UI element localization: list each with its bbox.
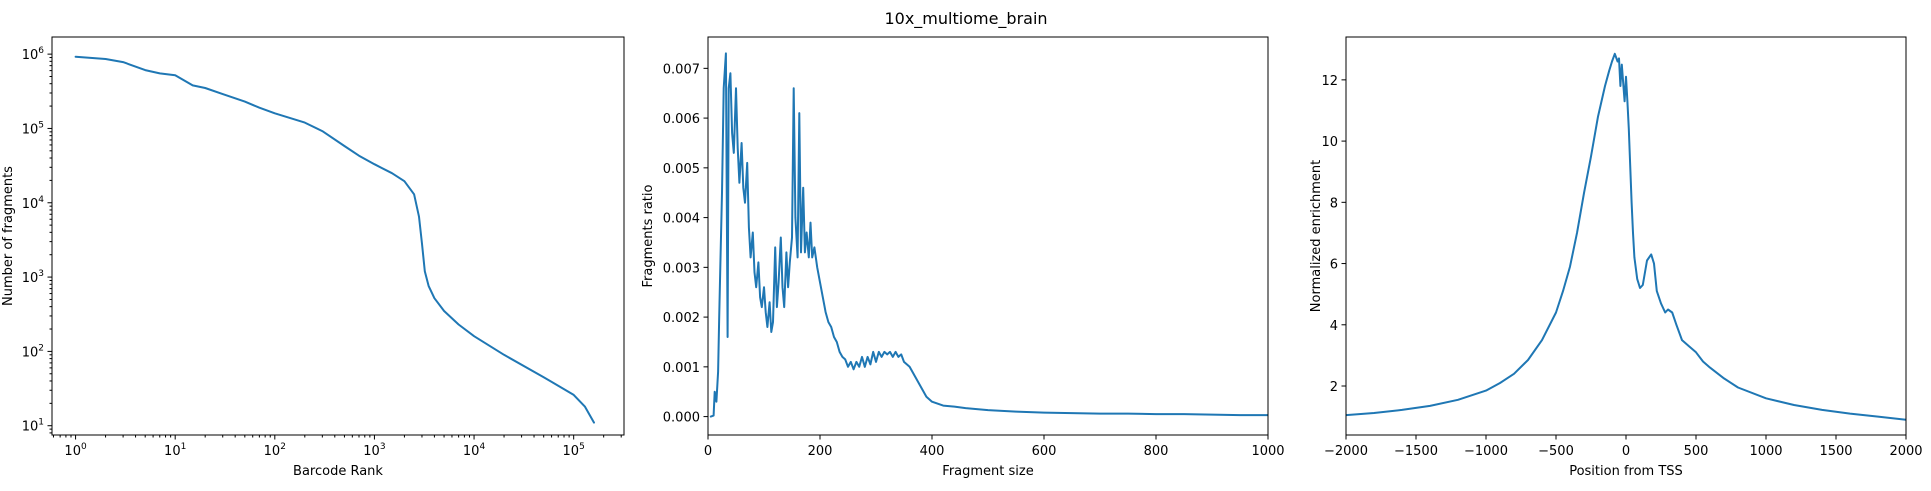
barcode-rank-y-axis-label: Number of fragments	[1, 166, 16, 306]
tss-enrichment-x-tick-label: 500	[1684, 444, 1709, 459]
tss-enrichment-y-tick-label: 4	[1330, 319, 1338, 334]
tss-enrichment-x-tick-label: −2000	[1324, 444, 1368, 459]
figure-title: 10x_multiome_brain	[884, 9, 1047, 29]
barcode-rank-series-line	[74, 55, 595, 424]
fragment-size-y-tick-label: 0.002	[663, 311, 700, 326]
barcode-rank-x-tick-label: 101	[164, 442, 186, 459]
fragment-size-x-tick-label: 800	[1144, 444, 1169, 459]
barcode-rank-axes-frame	[51, 36, 625, 436]
barcode-rank-x-tick-label: 104	[463, 442, 486, 459]
tss-enrichment-y-tick-label: 2	[1330, 380, 1338, 395]
fragment-size-y-tick-label: 0.004	[663, 212, 700, 227]
tss-enrichment-x-tick-label: 0	[1622, 444, 1630, 459]
fragment-size-series-line	[709, 52, 1268, 418]
fragment-size-x-tick-label: 600	[1032, 444, 1057, 459]
tss-enrichment-y-tick-label: 12	[1321, 74, 1338, 89]
tss-enrichment-x-tick-label: −500	[1538, 444, 1574, 459]
fragment-size-x-tick-label: 1000	[1251, 444, 1284, 459]
tss-enrichment-x-tick-label: −1500	[1394, 444, 1438, 459]
barcode-rank-x-tick-label: 103	[363, 442, 385, 459]
fragment-size-x-tick-label: 0	[704, 444, 712, 459]
tss-enrichment-chart: −2000 −1500 −1000 −500 0 500 1000 1500 2000 2 4 6 8 1…	[1309, 36, 1923, 479]
barcode-rank-y-tick-label: 106	[22, 46, 45, 63]
fragment-size-chart: 0 200 400 600 800 1000 0.000 0.001 0.002 0.003 0.0…	[641, 36, 1285, 479]
tss-enrichment-series-line	[1346, 52, 1906, 421]
fragment-size-x-tick-label: 200	[808, 444, 833, 459]
tss-enrichment-x-axis-label: Position from TSS	[1569, 464, 1683, 479]
fragment-size-y-tick-label: 0.005	[663, 162, 700, 177]
fragment-size-x-tick-label: 400	[920, 444, 945, 459]
fragment-size-y-axis-label: Fragments ratio	[641, 184, 656, 287]
barcode-rank-y-tick-label: 105	[22, 120, 44, 137]
barcode-rank-x-tick-label: 100	[64, 442, 87, 459]
tss-enrichment-x-tick-label: 1000	[1749, 444, 1782, 459]
tss-enrichment-y-tick-label: 8	[1330, 196, 1338, 211]
fragment-size-axes-frame	[707, 36, 1269, 436]
barcode-rank-y-tick-label: 101	[22, 418, 44, 435]
fragment-size-y-tick-label: 0.001	[663, 361, 700, 376]
fragment-size-y-tick-label: 0.006	[663, 112, 700, 127]
barcode-rank-y-tick-label: 104	[22, 195, 45, 212]
barcode-rank-x-tick-label: 105	[563, 442, 585, 459]
barcode-rank-y-tick-label: 103	[22, 269, 44, 286]
fragment-size-y-tick-label: 0.003	[663, 261, 700, 276]
fragment-size-x-axis-label: Fragment size	[942, 464, 1033, 479]
tss-enrichment-x-tick-label: 2000	[1889, 444, 1922, 459]
barcode-rank-y-tick-label: 102	[22, 343, 44, 360]
barcode-rank-x-tick-label: 102	[264, 442, 286, 459]
barcode-rank-chart: 100 101 102 103 104 105 101 102 103 104 105 106 Barc…	[1, 36, 625, 479]
tss-enrichment-y-tick-label: 6	[1330, 258, 1338, 273]
fragment-size-y-tick-label: 0.000	[663, 411, 700, 426]
tss-enrichment-axes-frame	[1345, 36, 1907, 436]
tss-enrichment-y-axis-label: Normalized enrichment	[1309, 160, 1324, 312]
tss-enrichment-y-tick-label: 10	[1321, 135, 1338, 150]
barcode-rank-x-axis-label: Barcode Rank	[293, 464, 383, 479]
fragment-size-y-tick-label: 0.007	[663, 62, 700, 77]
tss-enrichment-x-tick-label: 1500	[1819, 444, 1852, 459]
tss-enrichment-x-tick-label: −1000	[1464, 444, 1508, 459]
